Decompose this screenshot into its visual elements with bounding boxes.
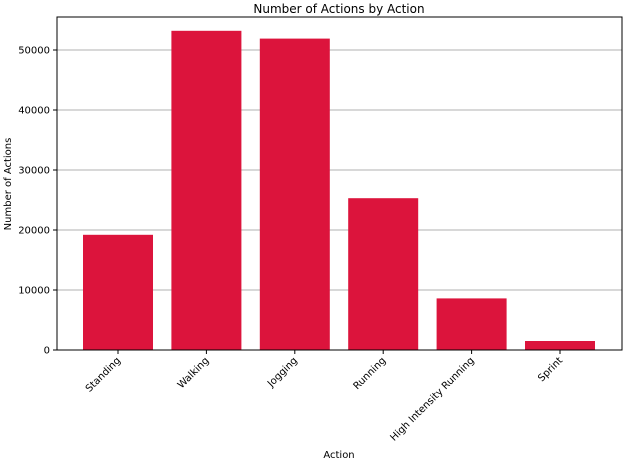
x-axis-label: Action bbox=[323, 450, 354, 461]
y-axis-label: Number of Actions bbox=[3, 138, 14, 231]
y-axis-ticks: 0 10000 20000 30000 40000 50000 bbox=[18, 46, 57, 357]
bar bbox=[83, 234, 153, 350]
plot-frame bbox=[56, 16, 623, 351]
chart-title: Number of Actions by Action bbox=[253, 2, 424, 16]
y-tick-label: 20000 bbox=[18, 226, 50, 237]
y-tick-label: 40000 bbox=[18, 106, 50, 117]
y-tick-label: 10000 bbox=[18, 286, 50, 297]
bar bbox=[259, 38, 330, 350]
bar bbox=[525, 341, 595, 350]
y-tick-label: 50000 bbox=[18, 46, 50, 57]
bar bbox=[171, 30, 242, 351]
y-tick-label: 30000 bbox=[18, 166, 50, 177]
bar bbox=[436, 298, 507, 350]
bar bbox=[348, 198, 419, 350]
bars bbox=[83, 30, 595, 351]
y-tick-label: 0 bbox=[44, 346, 50, 357]
